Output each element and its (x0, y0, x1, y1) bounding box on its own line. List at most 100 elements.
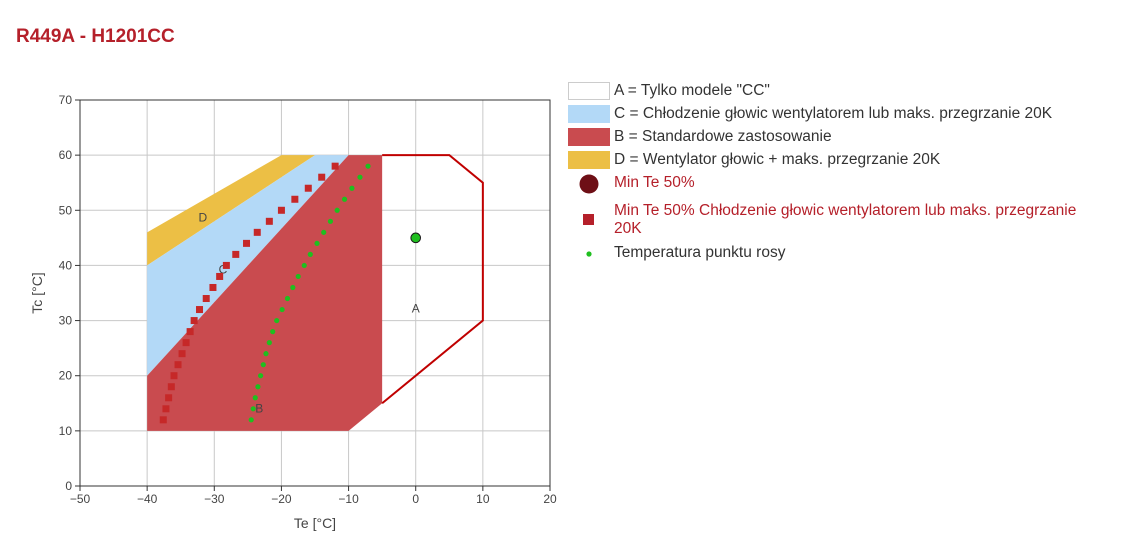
legend-swatch-d (568, 151, 610, 169)
dew-point (365, 163, 371, 169)
min-te-50-cooling-point (304, 184, 312, 192)
min-te-50-cooling-point (174, 361, 182, 369)
y-axis-title: Tc [°C] (29, 272, 45, 313)
dew-point (258, 373, 264, 379)
operating-envelope-chart: D C B A −50 −40 −30 −20 −10 0 10 20 0 10 20 30 40 50 60 70… (29, 93, 557, 531)
region-label-d: D (199, 210, 208, 224)
legend-label-c: C = Chłodzenie głowic wentylatorem lub m… (614, 105, 1053, 122)
min-te-50-cooling-point (277, 206, 285, 214)
dew-point (279, 306, 285, 313)
region-b (147, 155, 383, 431)
min-te-50-cooling-point (165, 394, 173, 402)
dew-point (295, 273, 301, 280)
page-title: R449A - H1201CC (16, 26, 175, 47)
legend-marker-big-circle (568, 174, 610, 194)
x-axis-title: Te [°C] (294, 515, 336, 531)
y-tick-label: 60 (59, 148, 73, 162)
dew-point (357, 174, 363, 180)
x-tick-label: −10 (338, 492, 359, 506)
y-tick-label: 50 (59, 203, 73, 217)
ticks: −50 −40 −30 −20 −10 0 10 20 0 10 20 30 40 50 60 70 (59, 93, 557, 506)
min-te-50-cooling-point (167, 383, 175, 391)
dew-point (341, 196, 348, 202)
dew-point (250, 406, 256, 412)
min-te-50-cooling-point (265, 217, 273, 225)
min-te-50-cooling-point (170, 372, 178, 380)
min-te-50-cooling-point (196, 306, 204, 314)
y-tick-label: 0 (65, 479, 72, 493)
min-te-50-cooling-point (190, 317, 198, 325)
dew-point (334, 207, 340, 213)
legend-swatch-c (568, 105, 610, 123)
min-te-50-cooling-point (331, 162, 339, 170)
legend-item-dew-point[interactable]: Temperatura punktu rosy (568, 244, 1108, 264)
region-labels: D C B A (199, 210, 420, 415)
x-tick-label: −40 (137, 492, 158, 506)
min-te-50-cooling-point (222, 261, 230, 269)
dew-point (274, 317, 280, 324)
dew-point (327, 218, 334, 224)
min-te-50-cooling-point (216, 272, 224, 280)
y-tick-label: 40 (59, 258, 73, 272)
x-tick-label: −50 (70, 492, 91, 506)
min-te-50-cooling-point (182, 339, 190, 347)
square-icon (583, 214, 594, 225)
min-te-50-point (410, 232, 422, 244)
legend-swatch-a (568, 82, 610, 100)
legend-item-d[interactable]: D = Wentylator głowic + maks. przegrzani… (568, 151, 1108, 169)
legend-label-d: D = Wentylator głowic + maks. przegrzani… (614, 151, 941, 168)
min-te-50-cooling-point (291, 195, 299, 203)
dew-point (290, 284, 296, 291)
region-label-a: A (412, 301, 420, 315)
dew-point (248, 417, 254, 423)
dew-point (252, 395, 258, 401)
dew-point (263, 351, 269, 357)
min-te-50-cooling-point (232, 250, 240, 258)
legend: A = Tylko modele "CC" C = Chłodzenie gło… (568, 82, 1108, 269)
x-tick-label: −30 (204, 492, 225, 506)
region-label-c: C (219, 263, 228, 277)
big-circle-icon (579, 174, 599, 194)
min-te-50-cooling-point (209, 283, 217, 291)
dew-point (314, 240, 320, 246)
dew-point (266, 340, 272, 346)
min-te-50-cooling-point (253, 228, 261, 236)
legend-swatch-b (568, 128, 610, 146)
x-tick-label: 10 (476, 492, 490, 506)
legend-label-dew-point: Temperatura punktu rosy (614, 244, 786, 261)
min-te-50-cooling-point (162, 405, 170, 413)
min-te-50-cooling-point (318, 173, 326, 181)
series (159, 162, 422, 424)
legend-label-min-te-50-cooling: Min Te 50% Chłodzenie głowic wentylatore… (614, 202, 1077, 237)
region-a-outline (381, 154, 484, 405)
dew-point (307, 251, 313, 257)
dew-point (349, 185, 355, 191)
dew-point (255, 384, 261, 390)
region-label-b: B (255, 402, 263, 416)
min-te-50-cooling-point (186, 328, 194, 336)
min-te-50-cooling-point (178, 350, 186, 358)
min-te-50-cooling-point (202, 295, 210, 303)
y-tick-label: 70 (59, 93, 73, 107)
legend-item-a[interactable]: A = Tylko modele "CC" (568, 82, 1108, 100)
legend-marker-square (568, 210, 610, 230)
dot-icon (586, 251, 592, 257)
plot-border (79, 99, 551, 487)
legend-item-b[interactable]: B = Standardowe zastosowanie (568, 128, 1108, 146)
legend-item-min-te-50-cooling[interactable]: Min Te 50% Chłodzenie głowic wentylatore… (568, 202, 1108, 238)
x-tick-label: 0 (412, 492, 419, 506)
dew-point (260, 362, 266, 368)
legend-item-c[interactable]: C = Chłodzenie głowic wentylatorem lub m… (568, 105, 1108, 123)
x-tick-label: 20 (543, 492, 557, 506)
legend-label-a: A = Tylko modele "CC" (614, 82, 770, 99)
legend-label-b: B = Standardowe zastosowanie (614, 128, 832, 145)
min-te-50-cooling-point (159, 416, 167, 424)
dew-point (321, 229, 327, 235)
dew-point (270, 329, 276, 335)
legend-label-min-te-50: Min Te 50% (614, 174, 695, 191)
y-tick-label: 10 (59, 424, 73, 438)
legend-item-min-te-50[interactable]: Min Te 50% (568, 174, 1108, 194)
dew-point (284, 295, 291, 302)
y-tick-label: 30 (59, 314, 73, 328)
x-tick-label: −20 (271, 492, 292, 506)
